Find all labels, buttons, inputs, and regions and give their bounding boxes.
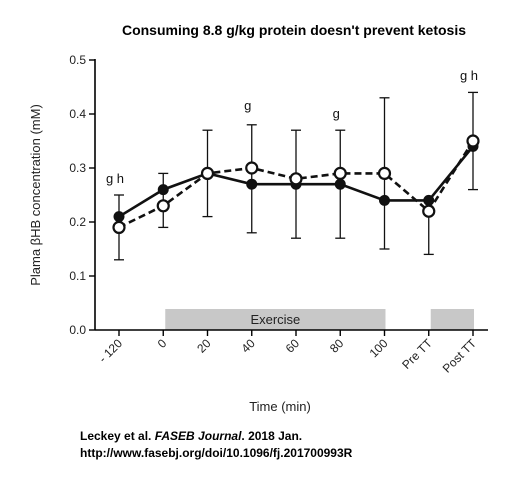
y-tick-label-3: 0.3 — [69, 161, 86, 175]
annotation-1: g — [244, 98, 251, 113]
series-0-point-0 — [113, 211, 125, 223]
y-tick-label-1: 0.1 — [69, 269, 86, 283]
annotation-3: g h — [460, 68, 478, 83]
x-tick-label-4: 60 — [283, 336, 303, 356]
annotation-0: g h — [106, 171, 124, 186]
series-0-point-6 — [379, 194, 390, 206]
citation-date: . 2018 Jan. — [241, 429, 303, 443]
x-tick-label-7: Pre TT — [399, 336, 435, 372]
x-tick-label-8: Post TT — [440, 336, 480, 376]
x-tick-label-5: 80 — [327, 336, 347, 356]
band-label-0: Exercise — [250, 312, 300, 327]
x-tick-label-3: 40 — [239, 336, 259, 356]
citation-url[interactable]: http://www.fasebj.org/doi/10.1096/fj.201… — [80, 446, 353, 460]
series-1-point-4 — [289, 172, 303, 186]
citation-line-1: Leckey et al. FASEB Journal. 2018 Jan. — [80, 428, 352, 445]
series-0-point-7 — [423, 194, 435, 206]
axes-layer: 0.0 0.1 0.2 0.3 0.4 0.5 - 120 0 20 40 60 80 100 Pre T… — [28, 53, 488, 414]
series-1-point-2 — [200, 166, 215, 180]
series-line-1 — [118, 140, 475, 229]
x-tick-label-6: 100 — [367, 336, 391, 360]
series-0-point-5 — [334, 178, 346, 190]
series-1-point-3 — [245, 161, 259, 175]
y-axis-title: Plama βHB concentration (mM) — [28, 104, 43, 286]
series-1-point-7 — [422, 204, 436, 218]
chart-title: Consuming 8.8 g/kg protein doesn't preve… — [121, 22, 467, 38]
band-0 — [165, 309, 386, 330]
band-1 — [430, 309, 474, 330]
y-tick-label-2: 0.2 — [69, 215, 86, 229]
series-0-point-1 — [157, 184, 169, 196]
series-1-point-1 — [156, 199, 170, 213]
citation: Leckey et al. FASEB Journal. 2018 Jan. h… — [80, 428, 352, 462]
y-tick-label-4: 0.4 — [69, 107, 86, 121]
series-1-point-6 — [377, 166, 392, 180]
x-tick-label-2: 20 — [194, 336, 214, 356]
y-tick-label-5: 0.5 — [69, 53, 86, 67]
citation-journal: FASEB Journal — [154, 429, 242, 443]
y-tick-label-0: 0.0 — [69, 323, 86, 337]
series-1-point-0 — [112, 220, 126, 234]
points-layer — [112, 134, 480, 234]
x-tick-label-1: 0 — [155, 336, 170, 351]
annotation-2: g — [333, 106, 340, 121]
citation-authors: Leckey et al. — [80, 429, 155, 443]
x-axis-title: Time (min) — [249, 399, 311, 414]
annotation-layer: g h g g g h — [106, 68, 478, 186]
bands-layer: Exercise — [165, 309, 474, 330]
series-0-point-3 — [246, 178, 258, 190]
x-tick-label-0: - 120 — [96, 336, 125, 365]
series-1-point-5 — [333, 166, 347, 180]
series-1-point-8 — [466, 134, 480, 148]
